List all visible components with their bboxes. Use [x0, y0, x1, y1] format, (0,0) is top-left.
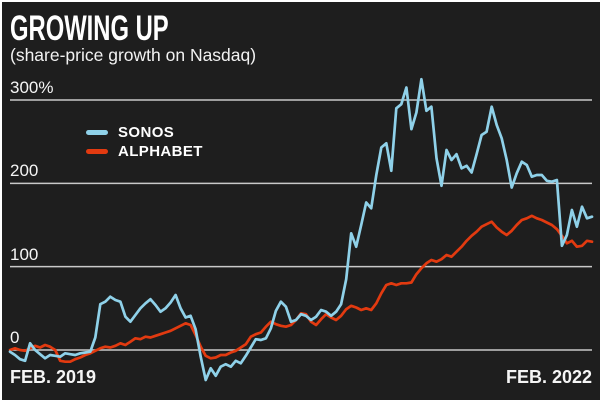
sonos-line-swatch-icon — [86, 130, 108, 135]
legend: SONOS ALPHABET — [86, 123, 203, 161]
y-axis-tick-label: 0 — [10, 328, 20, 347]
y-axis-tick-label: 300% — [10, 78, 54, 97]
y-axis-tick-label: 200 — [10, 161, 39, 181]
legend-item-sonos: SONOS — [86, 123, 203, 142]
alphabet-line-swatch-icon — [86, 149, 108, 154]
y-axis-tick-label: 100 — [10, 244, 39, 264]
legend-label-sonos: SONOS — [118, 124, 175, 141]
chart-title: GROWING UP — [10, 9, 169, 48]
alphabet-line — [8, 214, 594, 364]
legend-item-alphabet: ALPHABET — [86, 142, 203, 161]
x-axis-label-end: FEB. 2022 — [505, 367, 592, 387]
x-axis-label-start: FEB. 2019 — [10, 367, 97, 387]
chart-subtitle: (share-price growth on Nasdaq) — [10, 45, 257, 65]
legend-label-alphabet: ALPHABET — [118, 143, 203, 160]
